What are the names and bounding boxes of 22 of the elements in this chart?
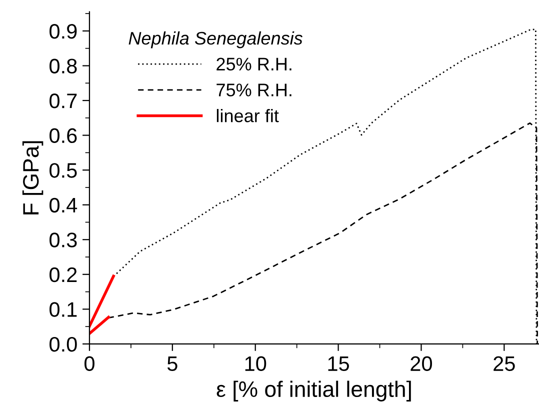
x-tick-label: 25: [494, 356, 515, 372]
y-axis-title: F [GPa]: [22, 141, 44, 214]
y-tick-label: 0.4: [50, 198, 78, 213]
legend-label: 75% R.H.: [216, 84, 292, 96]
legend-label: linear fit: [216, 108, 279, 122]
legend-title: Nephila Senegalensis: [128, 31, 302, 48]
y-tick-label: 0.3: [50, 232, 77, 248]
x-tick-label: 20: [410, 356, 432, 372]
y-tick-label: 0.2: [50, 267, 77, 282]
y-tick-label: 0.7: [50, 94, 77, 108]
x-tick-label: 5: [167, 356, 178, 372]
y-tick-label: 0.5: [50, 163, 77, 178]
x-tick-label: 15: [328, 356, 350, 372]
y-tick-label: 0.1: [50, 302, 77, 317]
x-tick-label: 10: [245, 356, 266, 372]
y-tick-label: 0.6: [50, 128, 77, 144]
y-tick-label: 0.8: [50, 58, 77, 74]
legend-label: 25% R.H.: [216, 58, 292, 71]
x-axis-title: ε [% of initial length]: [216, 380, 411, 402]
y-tick-label: 0.0: [50, 336, 77, 352]
y-tick-label: 0.9: [50, 24, 77, 39]
x-tick-label: 0: [84, 356, 94, 372]
